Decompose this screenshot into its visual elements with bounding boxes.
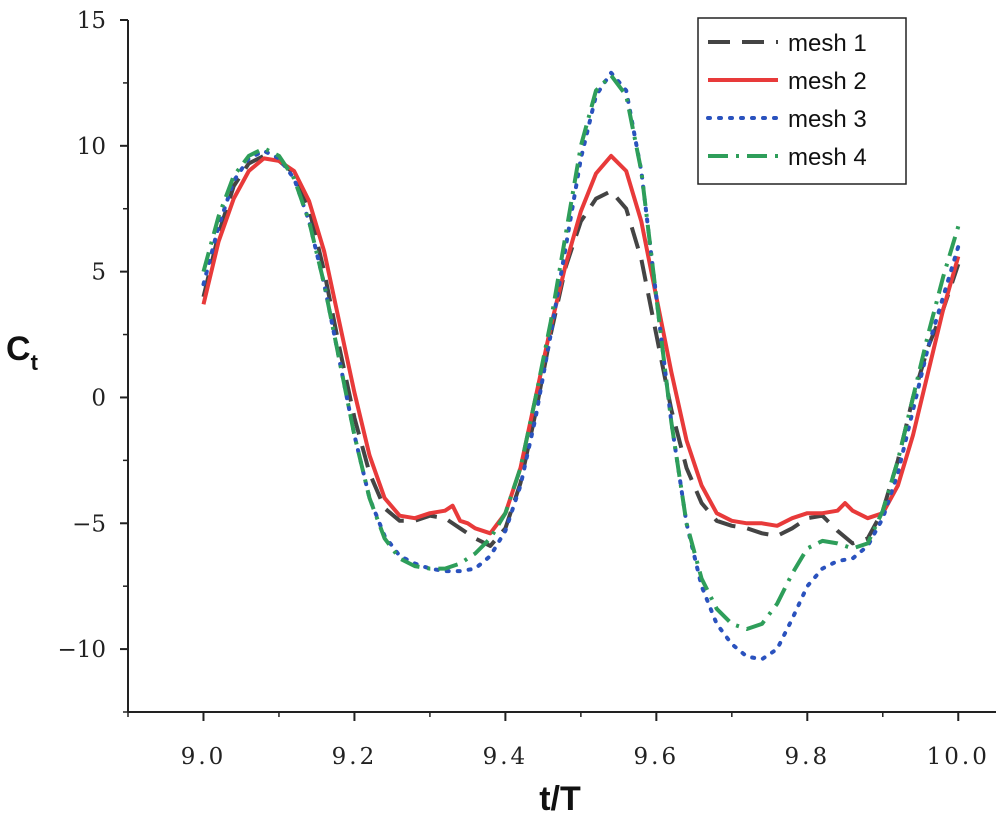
x-tick-label: 10.0 — [927, 744, 990, 770]
x-axis-label: t/T — [539, 780, 581, 818]
y-tick-label: −10 — [57, 637, 106, 663]
axes: 15 10 5 0 −5 −10 9.0 9.2 9.4 9.6 9.8 10.0 — [57, 8, 996, 770]
y-axis-label-main: C — [6, 330, 31, 368]
legend-label: mesh 1 — [788, 30, 867, 57]
series-line-mesh-4 — [201, 73, 961, 631]
legend: mesh 1 mesh 2 mesh 3 mesh 4 — [697, 17, 907, 185]
x-tick-label: 9.4 — [483, 744, 529, 770]
x-tick-label: 9.6 — [634, 744, 680, 770]
legend-label: mesh 2 — [788, 68, 867, 95]
series-line-mesh-2 — [201, 153, 961, 536]
x-tick-label: 9.2 — [332, 744, 378, 770]
y-axis-label: Ct — [6, 330, 39, 375]
legend-box — [697, 17, 907, 185]
y-tick-label: 15 — [77, 8, 106, 34]
y-tick-label: 10 — [77, 134, 106, 160]
series-line-mesh-1 — [201, 153, 961, 548]
legend-label: mesh 3 — [788, 106, 867, 133]
x-tick-label: 9.8 — [785, 744, 831, 770]
y-tick-label: −5 — [72, 511, 106, 537]
legend-label: mesh 4 — [788, 144, 867, 171]
x-tick-label: 9.0 — [181, 744, 227, 770]
plot-area — [201, 70, 961, 662]
y-tick-label: 0 — [91, 385, 106, 411]
y-axis-label-sub: t — [31, 350, 39, 375]
y-tick-label: 5 — [91, 260, 106, 286]
